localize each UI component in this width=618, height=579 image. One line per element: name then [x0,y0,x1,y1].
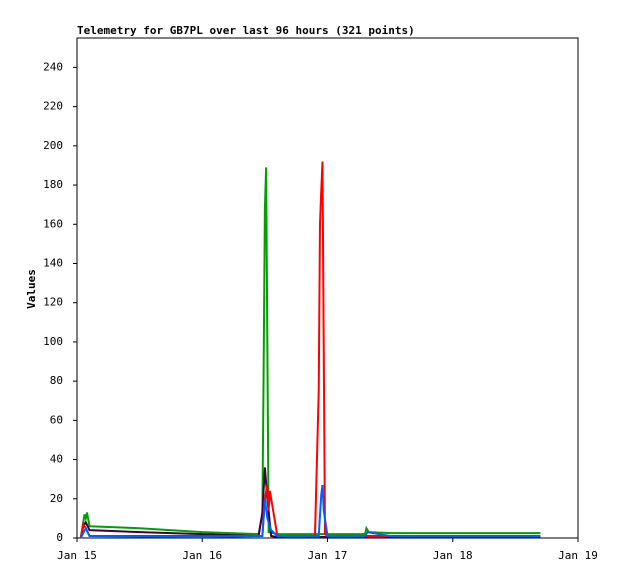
y-tick-label: 160 [43,217,63,230]
y-tick-label: 240 [43,60,63,73]
y-axis-label: Values [25,269,38,309]
y-tick-label: 40 [50,453,63,466]
chart-title: Telemetry for GB7PL over last 96 hours (… [77,24,415,37]
y-tick-label: 80 [50,374,63,387]
y-tick-label: 180 [43,178,63,191]
y-tick-label: 20 [50,492,63,505]
x-tick-label: Jan 19 [558,549,598,562]
y-tick-label: 140 [43,256,63,269]
series-line [79,167,541,539]
series-line [79,484,541,539]
y-tick-label: 60 [50,413,63,426]
x-tick-label: Jan 16 [182,549,222,562]
y-tick-label: 220 [43,100,63,113]
y-tick-label: 0 [56,531,63,544]
y-tick-label: 120 [43,296,63,309]
x-tick-label: Jan 18 [433,549,473,562]
x-tick-label: Jan 17 [308,549,348,562]
y-tick-label: 100 [43,335,63,348]
series-line [79,467,541,539]
x-tick-label: Jan 15 [57,549,97,562]
y-tick-label: 200 [43,139,63,152]
